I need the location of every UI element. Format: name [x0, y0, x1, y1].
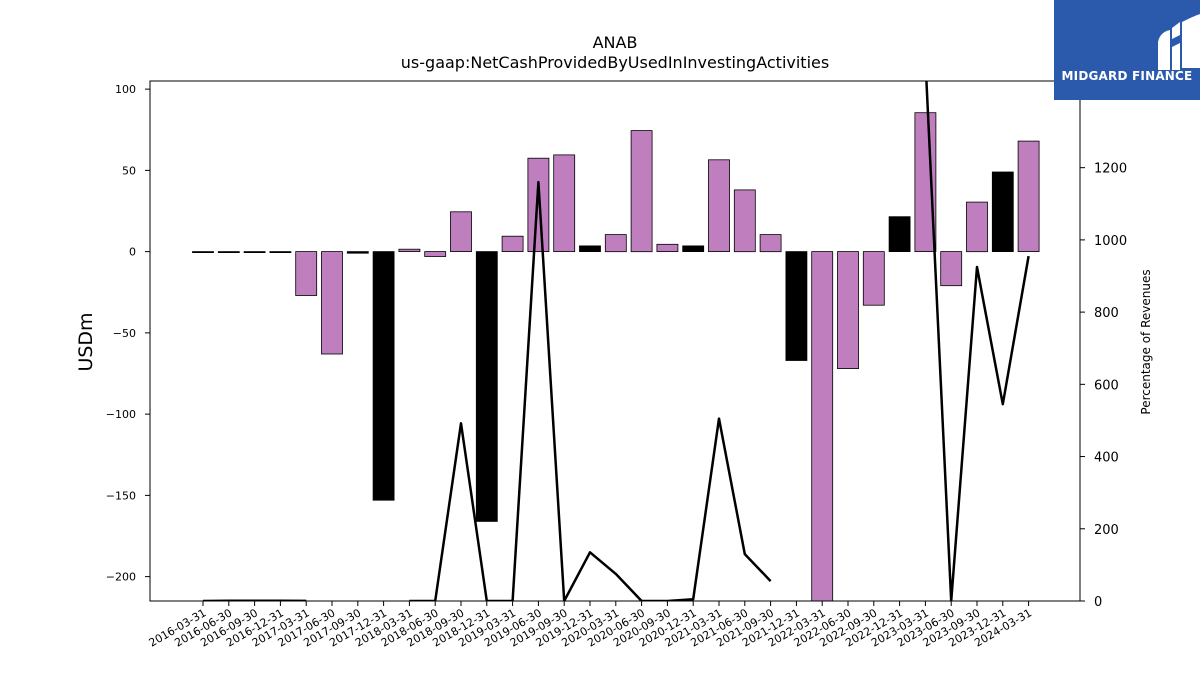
bar [372, 251, 395, 501]
logo-mark-left [1158, 30, 1170, 70]
y-tick-label: −50 [113, 327, 136, 340]
y-tick-label: 0 [129, 246, 136, 259]
y-tick-label: −150 [106, 489, 136, 502]
line-segment [409, 180, 772, 601]
logo-mark-middle [1172, 22, 1180, 70]
axes: 100 50 0 −50 −100 −150 −200 0 200 400 600 800 1000 12… [106, 83, 1127, 649]
bar-series [192, 112, 1040, 602]
plot-frame [149, 80, 1081, 602]
bar [450, 211, 472, 253]
y2-tick-label: 0 [1094, 595, 1102, 610]
y2-tick-label: 600 [1094, 378, 1119, 393]
bar [862, 251, 885, 306]
bar [243, 251, 266, 254]
y2-axis-label: Percentage of Revenues [1139, 269, 1153, 414]
y2-tick-label: 1000 [1094, 234, 1127, 249]
y2-tick-label: 800 [1094, 306, 1119, 321]
chart-subtitle: us-gaap:NetCashProvidedByUsedInInvesting… [401, 53, 829, 72]
bar [501, 235, 524, 252]
bar [837, 251, 859, 370]
logo-mark-right [1182, 14, 1200, 68]
bar [475, 251, 498, 522]
y-tick-label: −100 [106, 408, 136, 421]
bar [682, 245, 705, 252]
chart-title: ANAB [593, 33, 638, 52]
bar [708, 159, 730, 253]
bar [269, 251, 292, 254]
bar [527, 157, 550, 252]
bar [579, 245, 601, 252]
bar [733, 189, 756, 253]
y-tick-label: 100 [115, 83, 136, 96]
y-axis-label: USDm [75, 312, 97, 371]
line-segment [925, 81, 1030, 601]
bar [940, 251, 963, 287]
bar [811, 251, 834, 602]
bar [398, 248, 421, 252]
bar [630, 130, 653, 253]
logo-text: MIDGARD FINANCE [1061, 69, 1193, 83]
bar [192, 251, 214, 254]
y2-tick-label: 200 [1094, 523, 1119, 538]
bar [553, 154, 576, 252]
bar [991, 171, 1014, 252]
bar [424, 251, 447, 257]
logo-mark-icon [1158, 14, 1200, 70]
bar [604, 234, 627, 253]
bar [217, 251, 240, 254]
logo-mark-slash [1170, 34, 1182, 48]
bar [888, 216, 911, 252]
bar [785, 251, 808, 361]
bar [759, 234, 782, 253]
bar [1017, 140, 1040, 253]
bar [966, 201, 988, 253]
bar [321, 251, 343, 355]
y2-tick-label: 1200 [1094, 162, 1127, 177]
midgard-finance-logo: MIDGARD FINANCE [1054, 0, 1200, 100]
bar [656, 243, 679, 253]
bar [346, 251, 369, 254]
y-tick-label: −200 [106, 571, 136, 584]
bar [295, 251, 318, 296]
y2-tick-label: 400 [1094, 451, 1119, 466]
y-tick-label: 50 [122, 164, 136, 177]
